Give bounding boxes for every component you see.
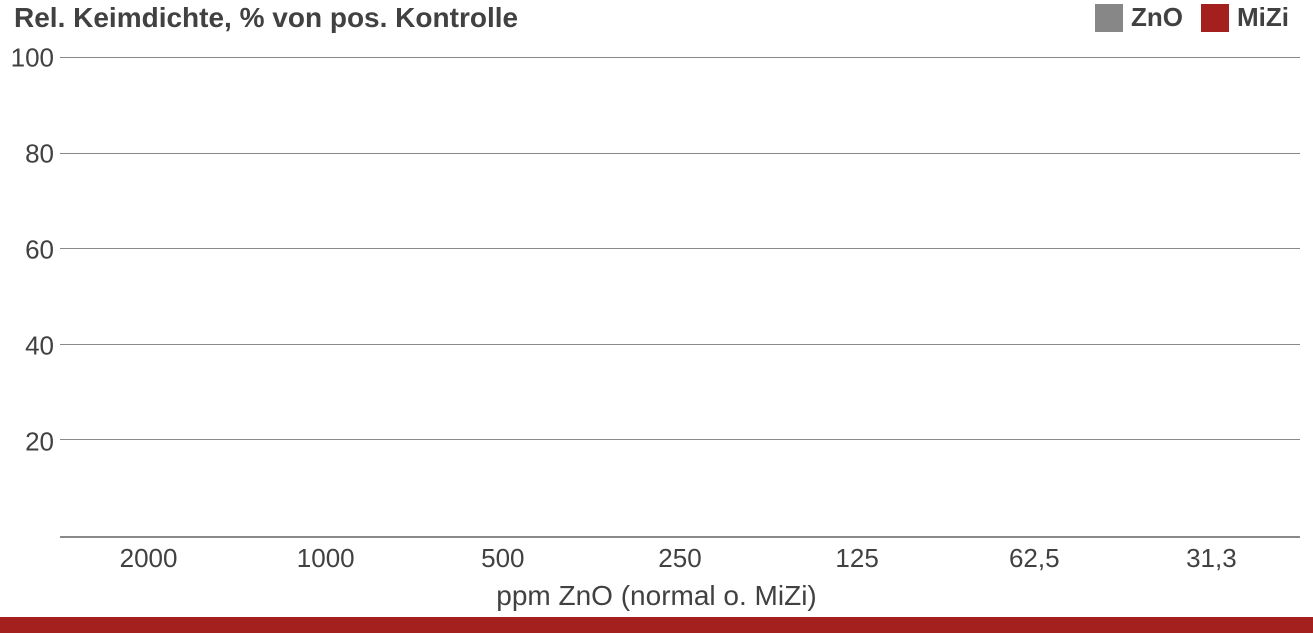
- x-tick-label: 250: [580, 543, 780, 574]
- x-axis-label: ppm ZnO (normal o. MiZi): [0, 580, 1313, 612]
- chart-title: Rel. Keimdichte, % von pos. Kontrolle: [14, 2, 518, 34]
- y-tick-label: 100: [0, 43, 54, 74]
- legend-swatch-mizi: [1201, 4, 1229, 32]
- legend-item-mizi: MiZi: [1201, 2, 1289, 33]
- legend-label-mizi: MiZi: [1237, 2, 1289, 33]
- x-tick-label: 1000: [226, 543, 426, 574]
- bars-container: 2000100050025012562,531,3: [60, 58, 1300, 536]
- plot-area: 2000100050025012562,531,3: [60, 58, 1300, 538]
- x-tick-label: 62,5: [934, 543, 1134, 574]
- bottom-strip: [0, 617, 1313, 633]
- gridline: [60, 57, 1300, 58]
- chart-container: Rel. Keimdichte, % von pos. Kontrolle Zn…: [0, 0, 1313, 633]
- x-tick-label: 31,3: [1111, 543, 1311, 574]
- gridline: [60, 439, 1300, 440]
- y-tick-label: 40: [0, 331, 54, 362]
- x-tick-label: 500: [403, 543, 603, 574]
- gridline: [60, 153, 1300, 154]
- y-tick-label: 80: [0, 139, 54, 170]
- gridline: [60, 248, 1300, 249]
- gridline: [60, 344, 1300, 345]
- x-tick-label: 2000: [49, 543, 249, 574]
- legend-item-zno: ZnO: [1095, 2, 1183, 33]
- legend-label-zno: ZnO: [1131, 2, 1183, 33]
- y-tick-label: 20: [0, 427, 54, 458]
- y-tick-label: 60: [0, 235, 54, 266]
- x-tick-label: 125: [757, 543, 957, 574]
- legend-swatch-zno: [1095, 4, 1123, 32]
- legend: ZnO MiZi: [1095, 2, 1289, 33]
